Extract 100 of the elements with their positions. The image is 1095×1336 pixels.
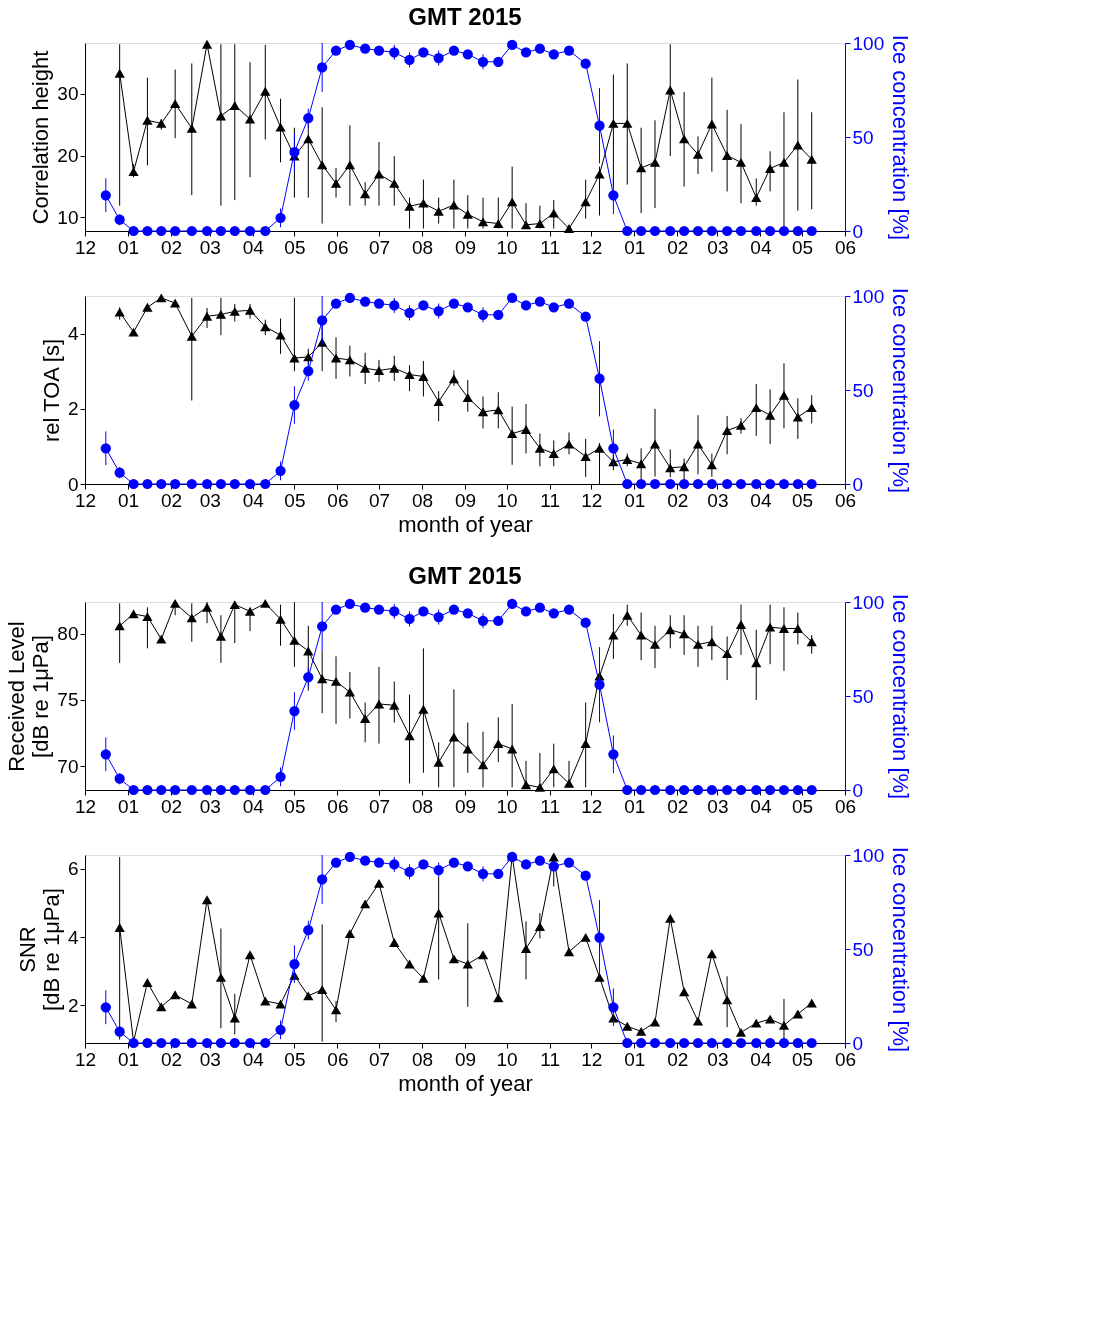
x-tick-label: 07	[368, 1048, 391, 1070]
y-tick-label: 4	[67, 926, 79, 948]
x-tick-label: 10	[496, 489, 518, 511]
x-tick-label: 03	[707, 489, 729, 511]
x-tick-label: 10	[496, 236, 518, 258]
x-tick-label: 07	[368, 795, 391, 817]
x-tick-label: 09	[454, 489, 477, 511]
y-tick-label: 2	[67, 994, 79, 1016]
x-tick-label: 11	[540, 236, 560, 258]
x-tick-label: 10	[496, 795, 518, 817]
x-tick-label: 02	[667, 795, 689, 817]
x-tick-label: 06	[327, 236, 349, 258]
x-tick-label: 05	[284, 795, 306, 817]
x-tick-label: 07	[368, 236, 391, 258]
x-axis-title: month of year	[398, 511, 533, 537]
y2-axis-title: Ice concentration [%]	[888, 593, 914, 800]
x-tick-label: 03	[707, 1048, 729, 1070]
y-tick-label: 2	[67, 398, 79, 420]
x-tick-label: 04	[750, 489, 772, 511]
x-tick-label: 04	[750, 236, 772, 258]
x-tick-label: 12	[581, 1048, 603, 1070]
x-tick-label: 05	[791, 489, 814, 511]
x-tick-label: 03	[199, 236, 221, 258]
x-tick-label: 03	[199, 489, 221, 511]
x-tick-label: 01	[624, 795, 646, 817]
y-axis-title: Correlation height	[28, 50, 54, 225]
x-tick-label: 08	[411, 795, 434, 817]
y-axis-title: SNR [dB re 1μPa]	[14, 888, 64, 1011]
y-tick-label: 75	[57, 689, 79, 711]
x-tick-label: 04	[750, 795, 772, 817]
x-tick-label: 09	[454, 1048, 477, 1070]
x-tick-label: 06	[327, 795, 349, 817]
x-tick-label: 01	[624, 236, 646, 258]
x-tick-label: 04	[242, 236, 265, 258]
y2-tick-label: 100	[852, 285, 885, 307]
x-tick-label: 01	[117, 236, 140, 258]
y2-tick-label: 0	[852, 1032, 864, 1054]
x-axis-title: month of year	[398, 1070, 533, 1096]
y-tick-label: 80	[57, 623, 79, 645]
x-tick-label: 02	[667, 236, 689, 258]
chart-title: GMT 2015	[408, 3, 522, 30]
y2-tick-label: 100	[852, 32, 885, 54]
x-tick-label: 02	[667, 489, 689, 511]
x-tick-label: 11	[540, 1048, 560, 1070]
y2-tick-label: 0	[852, 220, 864, 242]
x-tick-label: 05	[791, 1048, 814, 1070]
x-tick-label: 03	[707, 795, 729, 817]
x-tick-label: 05	[284, 1048, 306, 1070]
x-tick-label: 06	[327, 1048, 349, 1070]
y-tick-label: 0	[67, 473, 79, 495]
x-tick-label: 12	[74, 236, 97, 258]
x-tick-label: 06	[327, 489, 349, 511]
x-tick-label: 07	[368, 489, 391, 511]
x-tick-label: 01	[117, 795, 140, 817]
x-tick-label: 04	[750, 1048, 772, 1070]
y2-tick-label: 50	[852, 126, 874, 148]
y2-tick-label: 100	[852, 844, 885, 866]
x-tick-label: 12	[581, 795, 603, 817]
x-tick-label: 08	[411, 236, 434, 258]
x-tick-label: 03	[199, 1048, 221, 1070]
y-tick-label: 10	[57, 206, 79, 228]
x-tick-label: 05	[791, 236, 814, 258]
x-tick-label: 05	[284, 236, 306, 258]
x-tick-label: 12	[74, 795, 97, 817]
x-tick-label: 04	[242, 489, 265, 511]
y2-tick-label: 100	[852, 591, 885, 613]
y-tick-label: 6	[67, 858, 79, 880]
y-tick-label: 4	[67, 323, 79, 345]
y2-axis-title: Ice concentration [%]	[888, 34, 914, 241]
x-tick-label: 01	[624, 1048, 646, 1070]
y-axis-title: rel TOA [s]	[38, 338, 64, 443]
y2-tick-label: 0	[852, 473, 864, 495]
x-tick-label: 05	[791, 795, 814, 817]
x-tick-label: 08	[411, 489, 434, 511]
y2-axis-title: Ice concentration [%]	[888, 287, 914, 494]
x-tick-label: 12	[581, 489, 603, 511]
chart-title: GMT 2015	[408, 562, 522, 589]
x-tick-label: 11	[540, 489, 560, 511]
x-tick-label: 12	[74, 1048, 97, 1070]
x-tick-label: 09	[454, 236, 477, 258]
x-tick-label: 03	[707, 236, 729, 258]
y2-tick-label: 0	[852, 779, 864, 801]
x-tick-label: 04	[242, 795, 265, 817]
x-tick-label: 02	[160, 489, 183, 511]
x-tick-label: 02	[160, 1048, 183, 1070]
x-tick-label: 01	[117, 489, 140, 511]
x-tick-label: 12	[581, 236, 603, 258]
x-tick-label: 01	[624, 489, 646, 511]
x-tick-label: 04	[242, 1048, 265, 1070]
x-tick-label: 02	[160, 795, 183, 817]
x-tick-label: 03	[199, 795, 221, 817]
y2-tick-label: 50	[852, 685, 874, 707]
x-tick-label: 02	[160, 236, 183, 258]
y-axis-title: Received Level [dB re 1μPa]	[4, 621, 54, 772]
x-tick-label: 05	[284, 489, 306, 511]
x-tick-label: 11	[540, 795, 560, 817]
y-tick-label: 30	[57, 83, 79, 105]
y2-tick-label: 50	[852, 938, 874, 960]
y-tick-label: 70	[57, 755, 79, 777]
x-tick-label: 09	[454, 795, 477, 817]
